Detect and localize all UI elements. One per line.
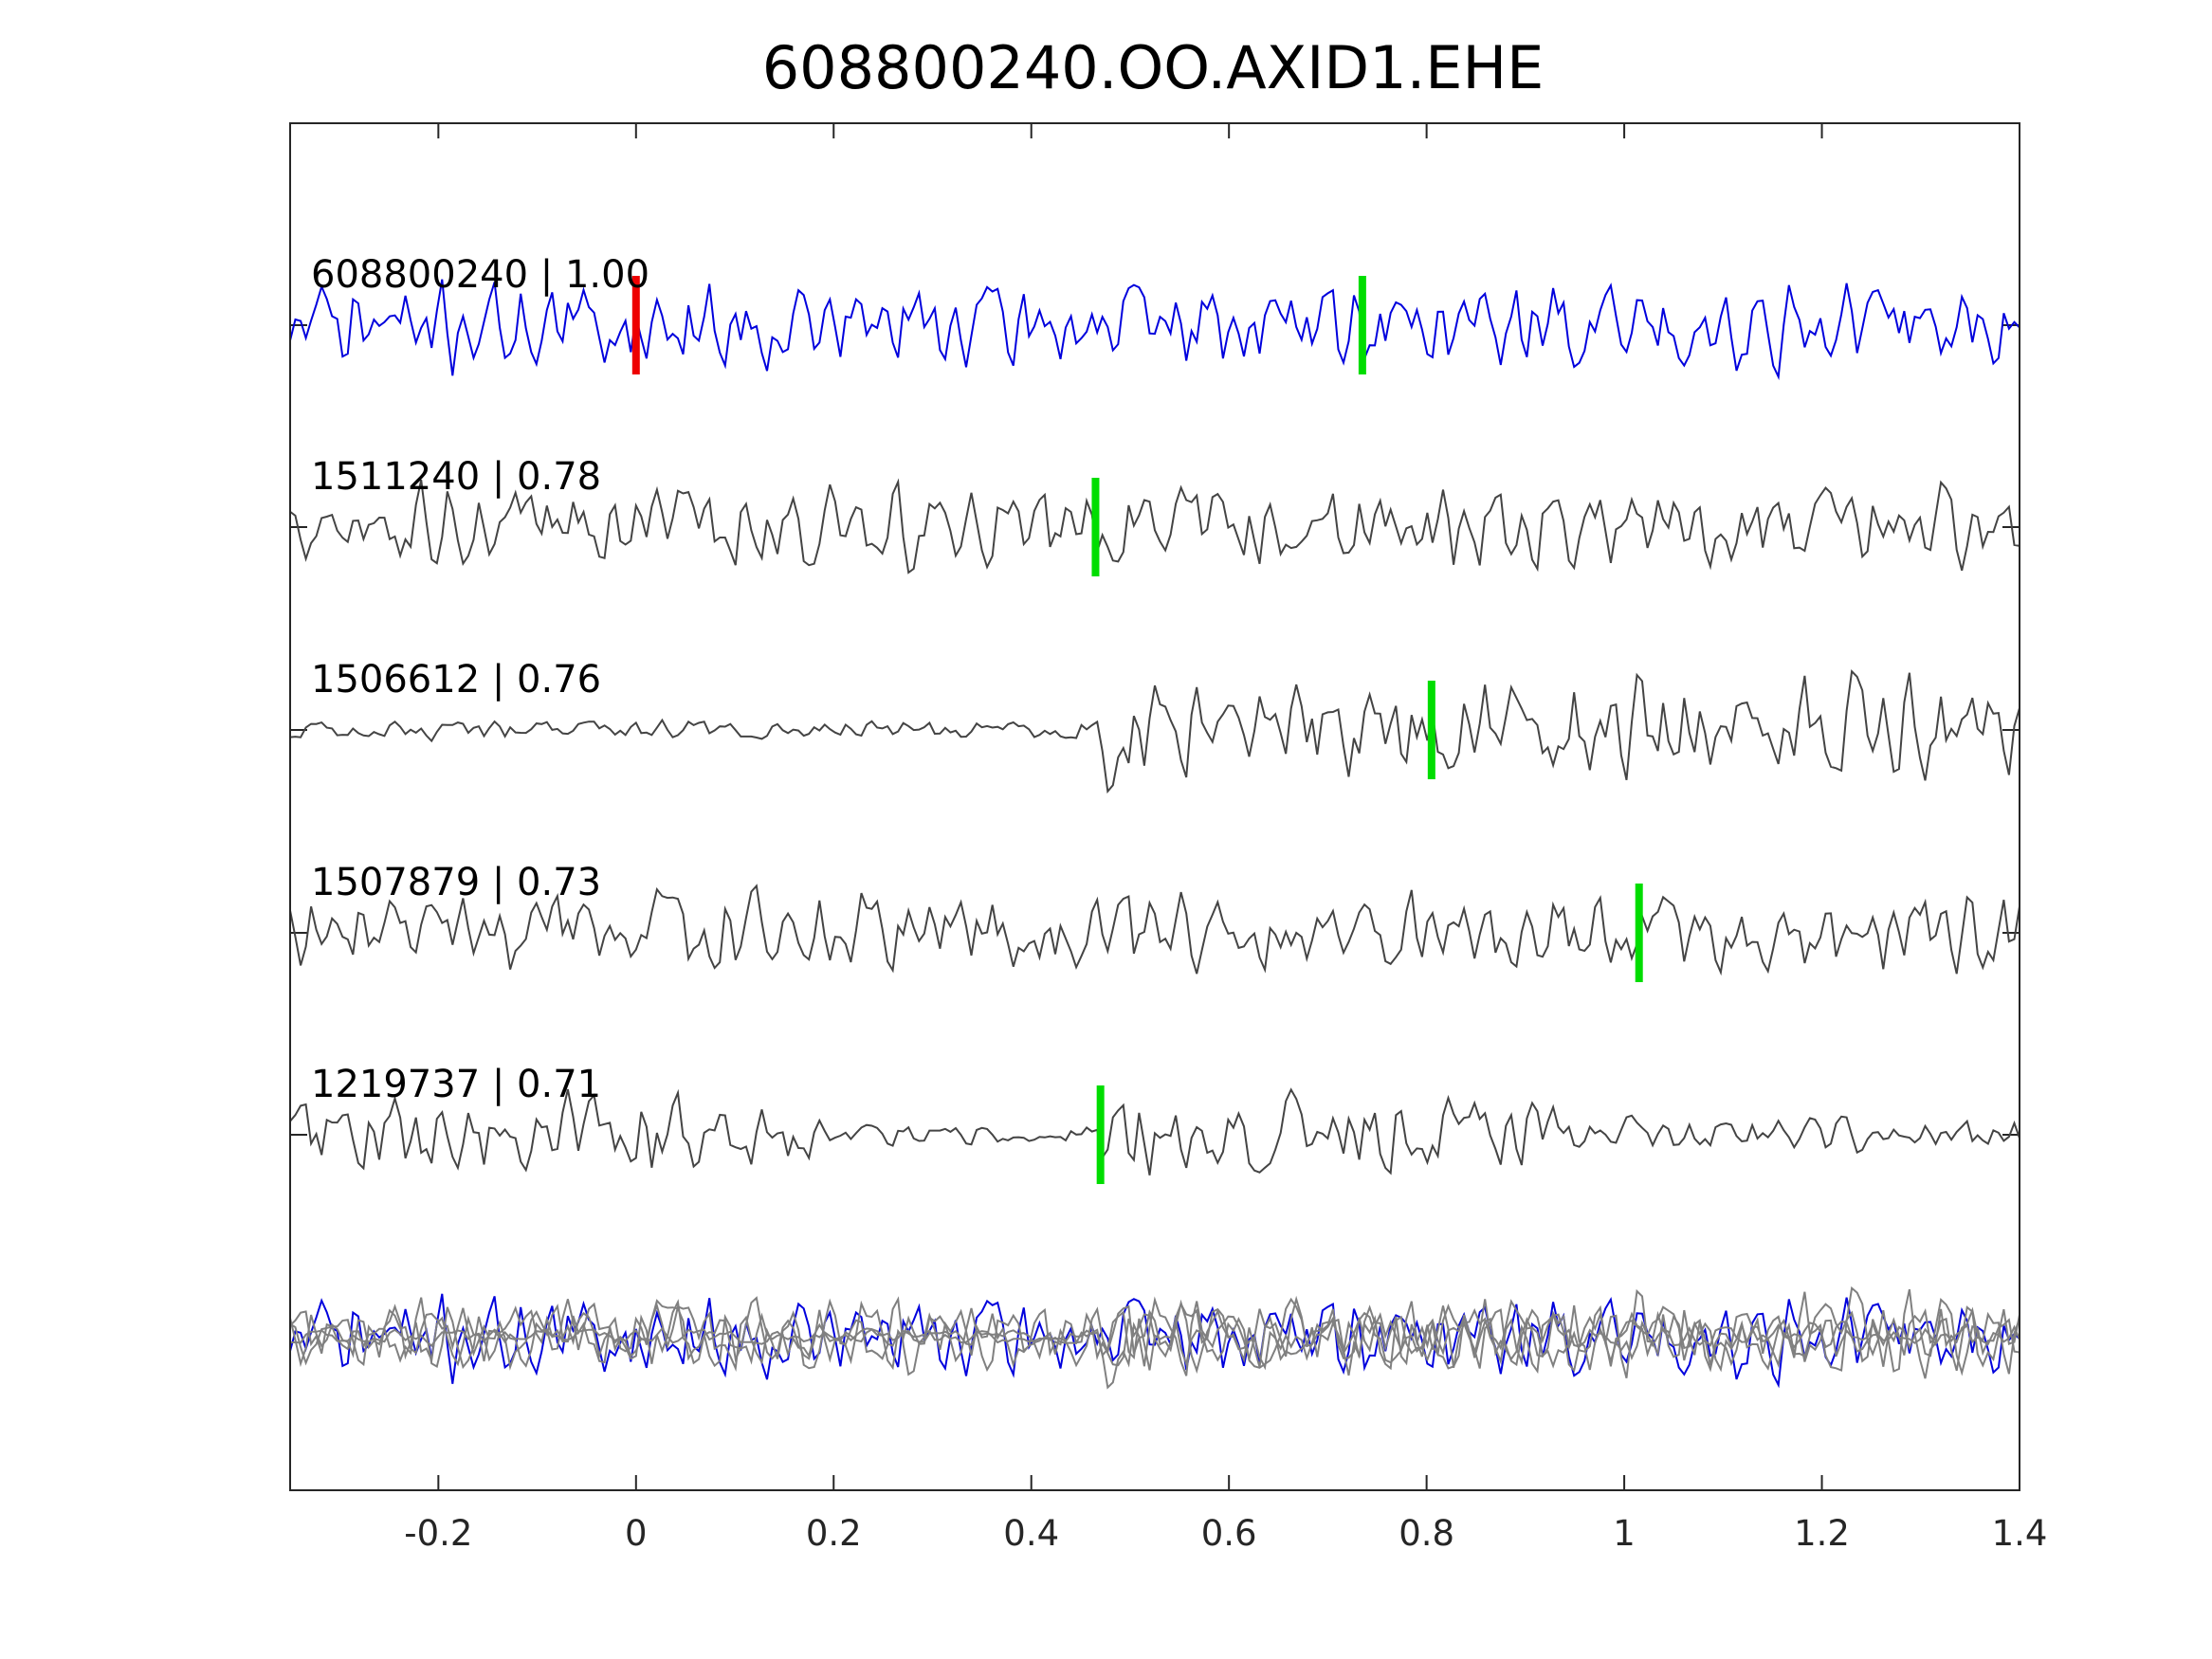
x-tick-label: 1 [1613,1513,1636,1554]
trace-line-1506612 [290,669,2020,794]
x-tick-label: 1.4 [1992,1513,2048,1554]
overlay-line-1219737 [290,1297,2020,1371]
trace-labels: 608800240 | 1.00 1511240 | 0.78 1506612 | … [311,253,649,1106]
trace-line-1219737 [290,1087,2020,1176]
x-tick-label: 0.8 [1398,1513,1454,1554]
trace-label-608800240: 608800240 | 1.00 [311,253,649,297]
overlay-line-1507879 [290,1296,2020,1375]
x-tick-label: 0 [625,1513,648,1554]
x-tick-label: 0.6 [1201,1513,1257,1554]
trace-line-608800240 [290,279,2020,381]
trace-group [290,279,2020,1176]
chart-title: 608800240.OO.AXID1.EHE [762,33,1545,102]
x-axis-ticks: -0.2 0 0.2 0.4 0.6 0.8 1 1.2 1.4 [290,123,2047,1554]
overlay-group [290,1285,2020,1390]
trace-label-1511240: 1511240 | 0.78 [311,455,601,499]
trace-line-1511240 [290,478,2020,574]
overlay-line-1506612 [290,1285,2020,1390]
trace-label-1219737: 1219737 | 0.71 [311,1063,601,1106]
trace-label-1506612: 1506612 | 0.76 [311,658,601,702]
trace-line-1507879 [290,884,2020,976]
x-tick-label: 1.2 [1794,1513,1850,1554]
x-tick-label: -0.2 [404,1513,472,1554]
x-tick-label: 0.2 [806,1513,862,1554]
plot-frame [289,122,2020,1491]
pick-markers [631,276,1643,1184]
x-tick-label: 0.4 [1003,1513,1059,1554]
trace-label-1507879: 1507879 | 0.73 [311,861,601,904]
